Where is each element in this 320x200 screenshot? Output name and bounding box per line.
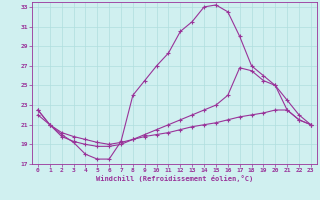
X-axis label: Windchill (Refroidissement éolien,°C): Windchill (Refroidissement éolien,°C)	[96, 175, 253, 182]
